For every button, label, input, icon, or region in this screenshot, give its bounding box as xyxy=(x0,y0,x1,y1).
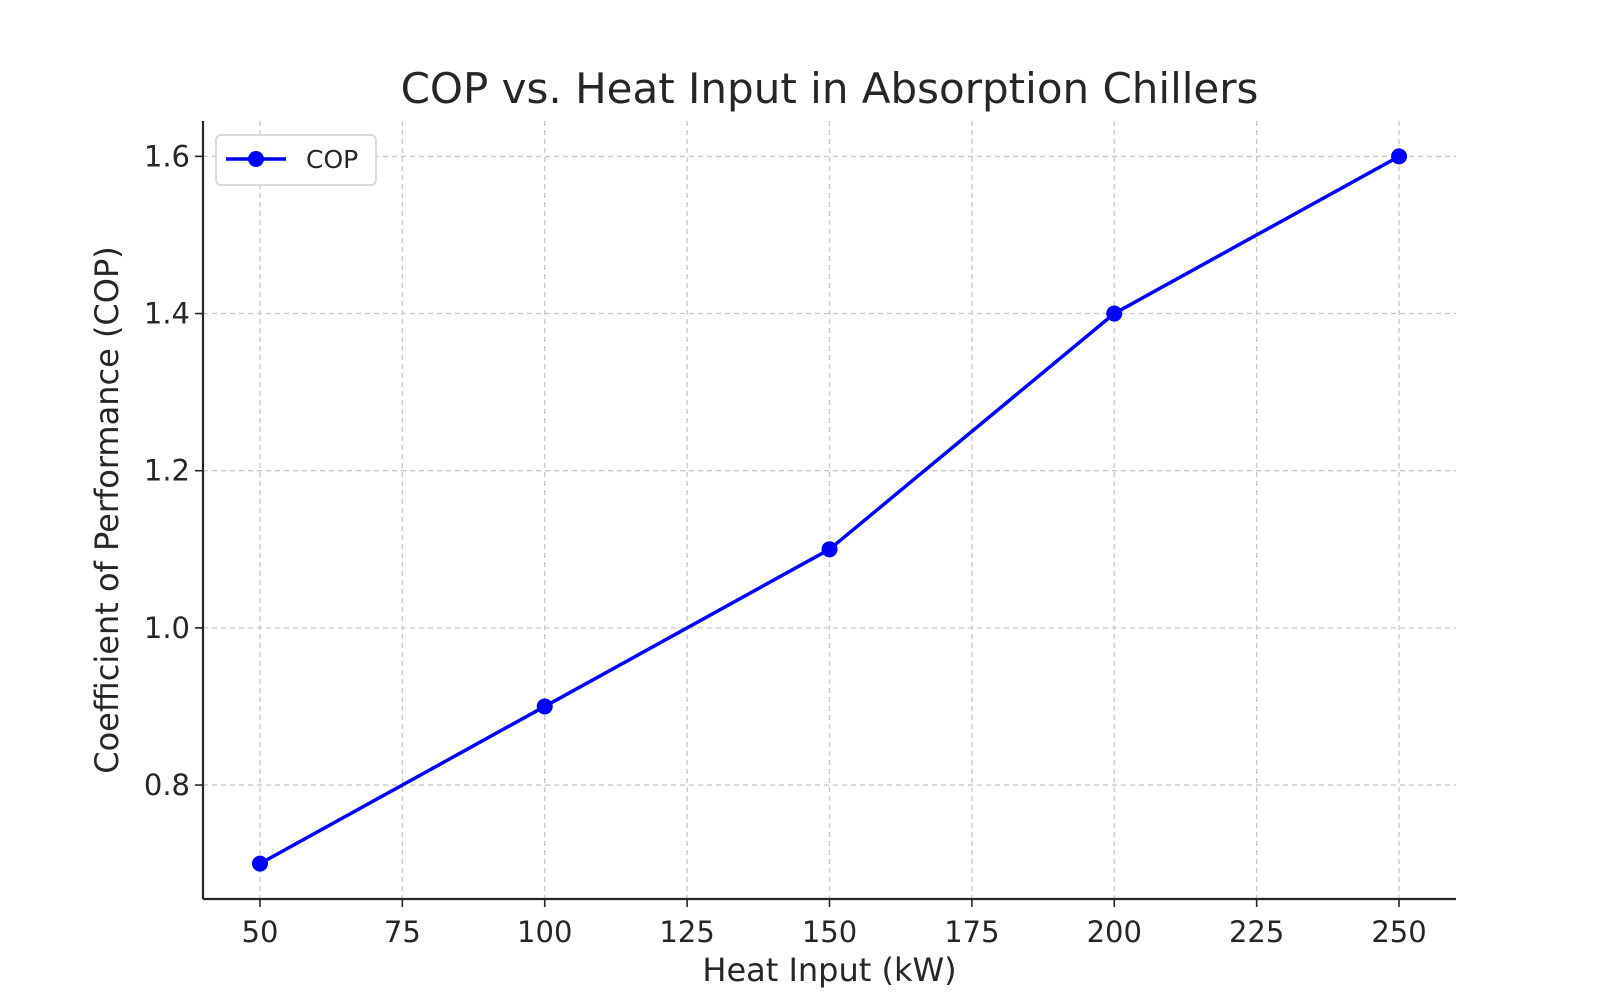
axes xyxy=(195,121,1456,907)
y-tick-label: 1.0 xyxy=(144,611,190,645)
data-point xyxy=(1391,148,1408,165)
x-axis-label: Heat Input (kW) xyxy=(702,951,956,989)
y-tick-label: 1.4 xyxy=(144,297,190,331)
x-tick-label: 200 xyxy=(1087,915,1142,949)
series-layer xyxy=(251,148,1408,872)
x-tick-label: 225 xyxy=(1229,915,1284,949)
y-axis-label: Coefficient of Performance (COP) xyxy=(88,246,126,773)
x-tick-label: 100 xyxy=(517,915,572,949)
chart-title: COP vs. Heat Input in Absorption Chiller… xyxy=(401,64,1259,113)
y-tick-label: 1.2 xyxy=(144,454,190,488)
x-tick-label: 50 xyxy=(242,915,279,949)
data-point xyxy=(821,541,838,558)
x-tick-label: 125 xyxy=(659,915,714,949)
legend-box xyxy=(215,134,377,186)
data-point xyxy=(536,698,553,715)
grid-lines xyxy=(203,121,1456,899)
y-tick-label: 0.8 xyxy=(144,768,190,802)
tick-labels: 50 75 100 125 150 175 200 225 250 0.8 1.0 1.2 1.4 1.6 xyxy=(144,139,1427,949)
x-tick-label: 175 xyxy=(944,915,999,949)
legend-marker xyxy=(248,151,264,167)
y-tick-label: 1.6 xyxy=(144,139,190,173)
x-tick-label: 150 xyxy=(802,915,857,949)
x-tick-label: 75 xyxy=(384,915,421,949)
data-point xyxy=(251,855,268,872)
legend-label: COP xyxy=(306,145,358,174)
legend: COP xyxy=(215,134,377,186)
data-point xyxy=(1106,305,1123,322)
x-tick-label: 250 xyxy=(1371,915,1426,949)
